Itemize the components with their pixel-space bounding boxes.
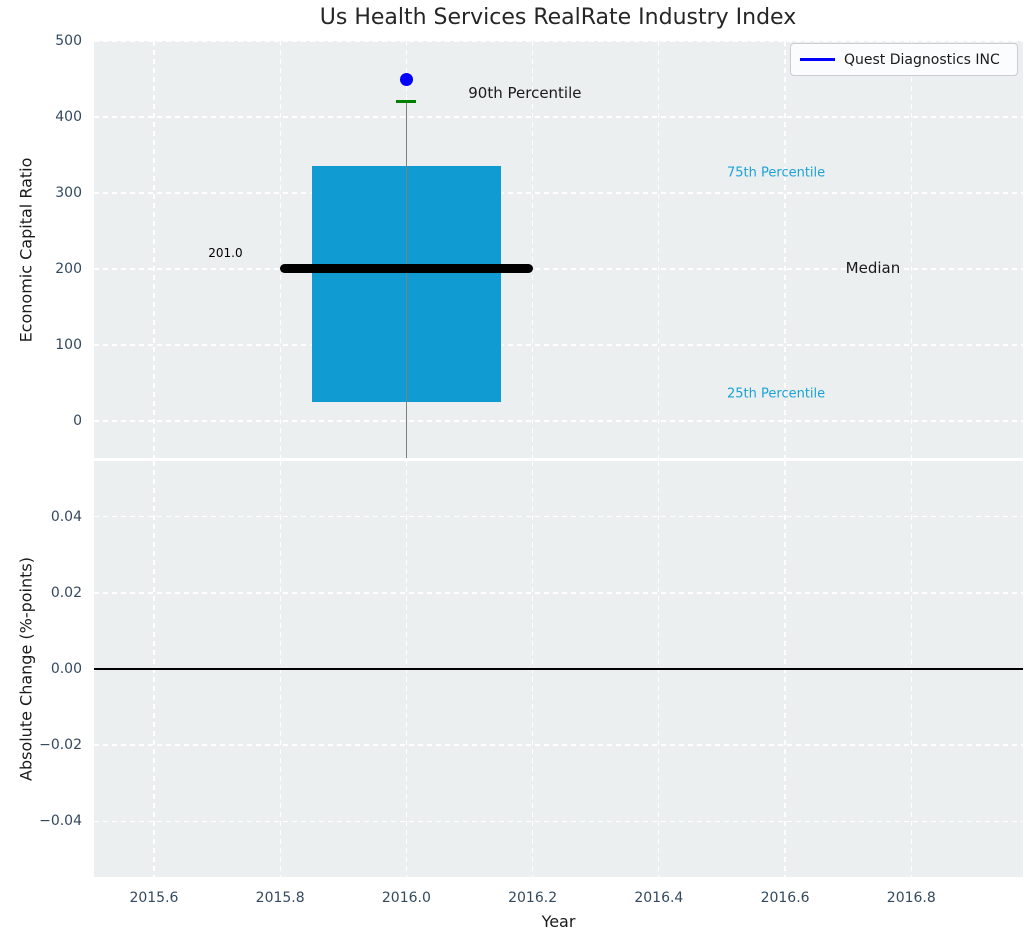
economic-capital-ratio-axes: 201.0 90th Percentile 75th Percentile Media… bbox=[94, 40, 1023, 458]
whisker-line bbox=[405, 101, 408, 458]
p90-label: 90th Percentile bbox=[468, 84, 582, 103]
chart-title: Us Health Services RealRate Industry Ind… bbox=[319, 5, 797, 30]
x-tick-label: 2016.6 bbox=[760, 890, 810, 906]
median-label: Median bbox=[845, 258, 901, 277]
gridline-horizontal bbox=[94, 592, 1023, 594]
gridline-vertical bbox=[153, 41, 155, 458]
median-value-label: 201.0 bbox=[208, 246, 243, 261]
gridline-horizontal bbox=[94, 516, 1023, 518]
gridline-vertical bbox=[532, 41, 534, 458]
y-tick-label: 300 bbox=[55, 185, 82, 202]
median-line bbox=[280, 263, 533, 273]
legend-line-swatch bbox=[800, 58, 835, 61]
gridline-horizontal bbox=[94, 268, 1023, 270]
gridline-horizontal bbox=[94, 192, 1023, 194]
zero-line bbox=[94, 668, 1023, 670]
gridline-horizontal bbox=[94, 40, 1023, 42]
gridline-horizontal bbox=[94, 420, 1023, 422]
y-tick-label: 500 bbox=[55, 33, 82, 49]
gridline-vertical bbox=[910, 41, 912, 458]
p25-label: 25th Percentile bbox=[727, 386, 826, 402]
company-data-point bbox=[399, 72, 413, 86]
y-tick-label: 0.00 bbox=[50, 661, 82, 677]
absolute-change-axes bbox=[94, 461, 1023, 877]
y-tick-label: 0.02 bbox=[50, 584, 82, 601]
x-axis-label: Year bbox=[541, 912, 576, 931]
y-tick-label: 200 bbox=[55, 261, 82, 278]
y-tick-label: −0.02 bbox=[39, 737, 82, 754]
gridline-horizontal bbox=[94, 344, 1023, 346]
gridline-horizontal bbox=[94, 116, 1023, 118]
x-tick-label: 2015.6 bbox=[129, 890, 179, 906]
p75-label: 75th Percentile bbox=[727, 165, 826, 181]
gridline-horizontal bbox=[94, 820, 1023, 822]
gridline-vertical bbox=[279, 41, 281, 458]
x-tick-label: 2015.8 bbox=[255, 890, 305, 906]
legend: Quest Diagnostics INC bbox=[790, 43, 1018, 76]
gridline-vertical bbox=[784, 41, 786, 458]
percentile-90-cap bbox=[396, 100, 417, 104]
x-tick-label: 2016.8 bbox=[886, 890, 936, 906]
top-annotations-layer: 201.0 90th Percentile 75th Percentile Media… bbox=[94, 41, 1023, 458]
x-tick-label: 2016.0 bbox=[381, 890, 431, 906]
y-tick-label: 0 bbox=[73, 413, 82, 430]
y-tick-label: 100 bbox=[55, 337, 82, 354]
gridline-vertical bbox=[658, 41, 660, 458]
x-tick-label: 2016.2 bbox=[508, 890, 558, 906]
y-tick-label: 0.04 bbox=[50, 508, 82, 525]
y-tick-label: 400 bbox=[55, 109, 82, 125]
legend-label: Quest Diagnostics INC bbox=[844, 51, 1000, 68]
x-tick-label: 2016.4 bbox=[634, 890, 684, 906]
gridline-horizontal bbox=[94, 744, 1023, 746]
y-tick-label: −0.04 bbox=[39, 813, 82, 830]
